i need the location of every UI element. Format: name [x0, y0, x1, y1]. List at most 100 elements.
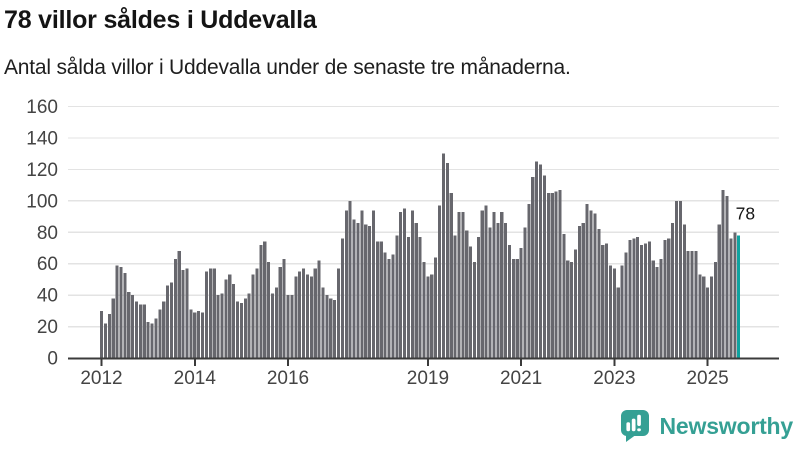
bar-17 [166, 285, 170, 358]
bar-16 [162, 301, 166, 358]
bar-2 [107, 314, 111, 358]
bar-146 [667, 238, 671, 358]
bar-8 [131, 295, 135, 358]
bar-60 [333, 299, 337, 358]
bar-26 [201, 312, 205, 358]
bar-70 [371, 210, 376, 358]
y-tick-label: 60 [37, 254, 58, 275]
bar-64 [348, 200, 352, 358]
bar-102 [496, 222, 500, 358]
bar-155 [702, 276, 706, 358]
bar-131 [608, 265, 613, 358]
bar-100 [488, 227, 492, 358]
bar-153 [694, 251, 698, 358]
bar-29 [212, 268, 216, 358]
bar-162 [729, 238, 733, 358]
bar-88 [441, 153, 445, 358]
bar-103 [500, 211, 504, 358]
bar-111 [531, 177, 535, 358]
x-axis-labels: 2012 2014 2016 2019 2021 2023 2025 [80, 359, 729, 389]
bar-76 [395, 235, 399, 358]
bar-49 [290, 295, 294, 358]
bar-144 [659, 259, 663, 358]
bar-44 [270, 293, 275, 358]
bar-82 [418, 237, 422, 358]
bar-98 [480, 210, 484, 358]
bar-121 [570, 262, 574, 358]
bar-112 [535, 161, 539, 358]
bar-138 [636, 237, 640, 358]
bar-58 [325, 295, 329, 358]
bar-19 [173, 259, 177, 358]
bar-71 [375, 241, 379, 358]
bar-45 [274, 287, 278, 358]
bar-163 [733, 232, 737, 358]
bar-107 [515, 259, 519, 358]
bar-73 [383, 252, 387, 358]
bar-113 [539, 164, 543, 358]
bar-72 [379, 241, 383, 358]
bar-25 [197, 310, 201, 358]
bar-108 [519, 248, 523, 358]
bar-66 [356, 222, 360, 358]
y-tick-label: 140 [26, 128, 58, 149]
bar-139 [640, 244, 644, 358]
bar-30 [216, 295, 220, 358]
newsworthy-logo[interactable]: Newsworthy [620, 409, 793, 443]
bar-21 [181, 270, 185, 358]
newsworthy-logo-icon [620, 410, 649, 442]
bar-122 [573, 249, 578, 358]
bar-106 [511, 259, 515, 358]
bar-156 [706, 287, 710, 358]
bar-20 [177, 251, 181, 358]
bar-83 [422, 262, 426, 358]
bar-154 [698, 274, 702, 358]
bar-33 [228, 274, 232, 358]
chart-subtitle: Antal sålda villor i Uddevalla under de … [4, 56, 571, 79]
bar-18 [169, 282, 174, 358]
bar-145 [663, 240, 667, 358]
bar-129 [601, 244, 605, 358]
bar-96 [472, 262, 477, 358]
bar-59 [329, 298, 333, 358]
bar-104 [504, 222, 508, 358]
bar-157 [709, 276, 714, 358]
bar-105 [507, 244, 512, 358]
bar-133 [616, 287, 620, 358]
bar-10 [138, 304, 142, 358]
y-tick-label: 120 [26, 160, 58, 181]
bar-81 [414, 222, 418, 358]
bar-79 [406, 237, 411, 358]
bar-4 [115, 265, 119, 358]
bar-75 [391, 254, 395, 358]
bar-117 [554, 191, 558, 358]
bar-142 [651, 260, 655, 358]
bar-22 [185, 268, 189, 358]
bar-101 [492, 211, 496, 358]
y-tick-label: 0 [47, 349, 58, 370]
bar-95 [469, 246, 473, 358]
bar-159 [717, 224, 721, 358]
bar-0 [100, 310, 104, 358]
y-tick-label: 80 [37, 223, 58, 244]
bar-123 [577, 226, 581, 358]
chart-title: 78 villor såldes i Uddevalla [4, 6, 317, 34]
bar-160 [721, 189, 725, 358]
bar-57 [321, 287, 325, 358]
bar-47 [282, 259, 286, 358]
chart-header: 78 villor såldes i Uddevalla Antal sålda… [4, 2, 784, 80]
bar-90 [449, 193, 453, 358]
bar-97 [476, 237, 480, 358]
x-tick-label: 2019 [407, 368, 449, 389]
bar-149 [678, 200, 682, 358]
bar-46 [278, 266, 282, 358]
x-tick-label: 2023 [593, 368, 635, 389]
x-tick-label: 2016 [267, 368, 309, 389]
bar-51 [298, 271, 302, 358]
bar-35 [235, 301, 240, 358]
bar-86 [434, 257, 438, 358]
bar-119 [562, 233, 566, 358]
bar-124 [581, 222, 585, 358]
y-tick-label: 100 [26, 191, 58, 212]
